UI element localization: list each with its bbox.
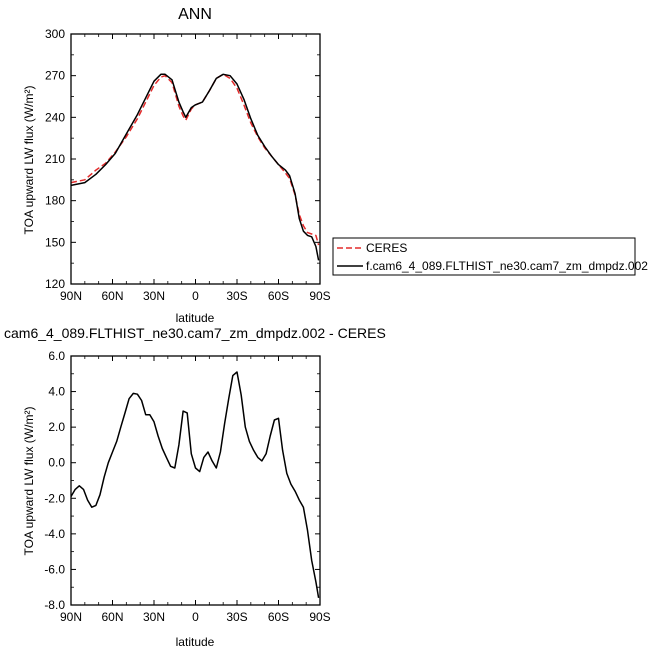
panel-bottom-diff: cam6_4_089.FLTHIST_ne30.cam7_zm_dmpdz.00… xyxy=(4,325,386,649)
bottom-y-tick-label: 6.0 xyxy=(48,349,65,363)
top-x-tick-label: 60N xyxy=(101,289,123,303)
bottom-series-lines xyxy=(70,371,320,599)
top-x-tick-label: 0 xyxy=(192,289,199,303)
bottom-y-tick-label: 0.0 xyxy=(48,456,65,470)
top-chart-title: ANN xyxy=(178,6,212,23)
bottom-x-tick-label: 30S xyxy=(226,610,247,624)
legend-label-model: f.cam6_4_089.FLTHIST_ne30.cam7_zm_dmpdz.… xyxy=(366,259,648,273)
top-series-lines xyxy=(70,73,320,261)
bottom-x-tick-label: 60S xyxy=(268,610,289,624)
top-x-tick-label: 90N xyxy=(60,289,82,303)
bottom-y-tick-label: -6.0 xyxy=(44,562,65,576)
legend-label-ceres: CERES xyxy=(366,241,407,255)
bottom-axis-ticks: 90N 60N 30N 0 30S 60S 90S -8.0 -6.0 -4.0 -2.0 0.0 2.… xyxy=(44,349,330,624)
legend: CERES f.cam6_4_089.FLTHIST_ne30.cam7_zm_… xyxy=(332,237,648,276)
bottom-x-axis-label: latitude xyxy=(176,635,215,649)
top-y-tick-label: 150 xyxy=(45,235,65,249)
top-x-tick-label: 60S xyxy=(268,289,289,303)
bottom-series-line-0 xyxy=(70,371,320,599)
top-y-tick-label: 240 xyxy=(45,110,65,124)
legend-box xyxy=(332,237,636,276)
bottom-y-tick-label: 4.0 xyxy=(48,385,65,399)
bottom-x-tick-label: 90N xyxy=(60,610,82,624)
top-x-axis-label: latitude xyxy=(176,311,215,325)
bottom-y-tick-label: -4.0 xyxy=(44,527,65,541)
bottom-y-tick-label: -8.0 xyxy=(44,598,65,612)
bottom-x-tick-label: 30N xyxy=(143,610,165,624)
bottom-x-tick-label: 60N xyxy=(101,610,123,624)
top-x-tick-label: 30S xyxy=(226,289,247,303)
bottom-y-tick-label: 2.0 xyxy=(48,420,65,434)
bottom-x-tick-label: 0 xyxy=(192,610,199,624)
panel-top-ann: ANN TOA upward LW flux (W/m²) latitude 9… xyxy=(22,6,331,325)
top-series-line-1 xyxy=(70,73,320,261)
top-y-axis-label: TOA upward LW flux (W/m²) xyxy=(22,86,36,235)
top-x-tick-label: 90S xyxy=(309,289,330,303)
top-y-tick-label: 210 xyxy=(45,152,65,166)
bottom-chart-title: cam6_4_089.FLTHIST_ne30.cam7_zm_dmpdz.00… xyxy=(4,325,386,341)
top-x-tick-label: 30N xyxy=(143,289,165,303)
top-y-tick-label: 270 xyxy=(45,69,65,83)
bottom-y-axis-label: TOA upward LW flux (W/m²) xyxy=(22,407,36,556)
bottom-plot-frame xyxy=(70,355,321,606)
top-y-tick-label: 120 xyxy=(45,277,65,291)
top-y-tick-label: 300 xyxy=(45,27,65,41)
top-y-tick-label: 180 xyxy=(45,194,65,208)
top-axis-ticks: 90N 60N 30N 0 30S 60S 90S 120 150 180 210 240 270 300 xyxy=(45,27,331,303)
bottom-y-tick-label: -2.0 xyxy=(44,491,65,505)
bottom-x-tick-label: 90S xyxy=(309,610,330,624)
top-plot-frame xyxy=(70,33,321,285)
top-series-line-0 xyxy=(70,73,320,246)
